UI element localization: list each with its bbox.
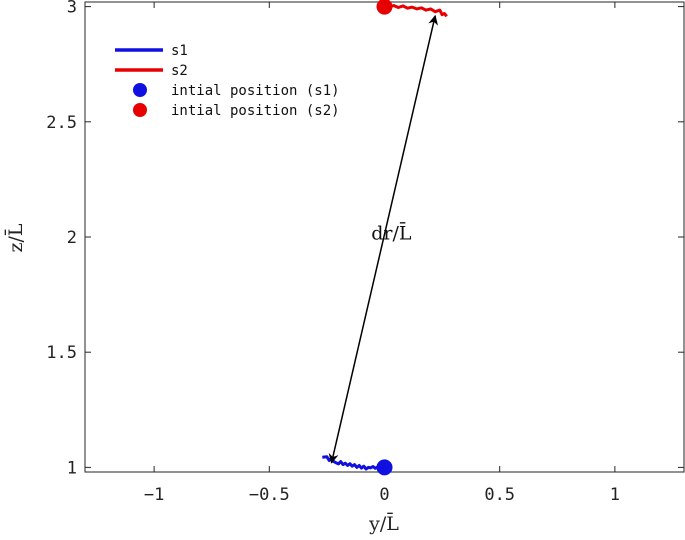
y-tick-label: 2.5 — [46, 113, 77, 133]
x-tick-label: 1 — [610, 485, 620, 505]
y-tick-label: 1 — [67, 458, 77, 478]
legend-label-initial-s2: intial position (s2) — [171, 103, 340, 119]
x-tick-label: 0 — [379, 485, 389, 505]
initial-position-marker-s1 — [376, 459, 393, 476]
legend-marker-s1 — [133, 83, 147, 97]
legend-label-s1: s1 — [171, 43, 188, 59]
x-tick-label: −1 — [144, 485, 164, 505]
x-tick-label: 0.5 — [484, 485, 515, 505]
annotation-dr: dr/L̄ — [371, 221, 412, 244]
y-tick-label: 3 — [67, 0, 77, 18]
legend-label-s2: s2 — [171, 63, 188, 79]
y-tick-label: 2 — [67, 228, 77, 248]
legend: s1 s2 intial position (s1) intial positi… — [115, 43, 340, 119]
y-axis-label: z/L̄ — [4, 223, 27, 252]
distance-arrow-line — [328, 14, 439, 464]
legend-label-initial-s1: intial position (s1) — [171, 83, 340, 99]
distance-arrow — [328, 14, 439, 464]
initial-position-markers — [376, 0, 393, 476]
x-axis-label: y/L̄ — [368, 512, 399, 535]
y-axis-ticks: 1 1.5 2 2.5 3 — [46, 0, 684, 478]
series-line-s2 — [384, 4, 448, 18]
y-tick-label: 1.5 — [46, 343, 77, 363]
x-tick-label: −0.5 — [249, 485, 290, 505]
legend-marker-s2 — [133, 103, 147, 117]
initial-position-marker-s2 — [376, 0, 393, 15]
